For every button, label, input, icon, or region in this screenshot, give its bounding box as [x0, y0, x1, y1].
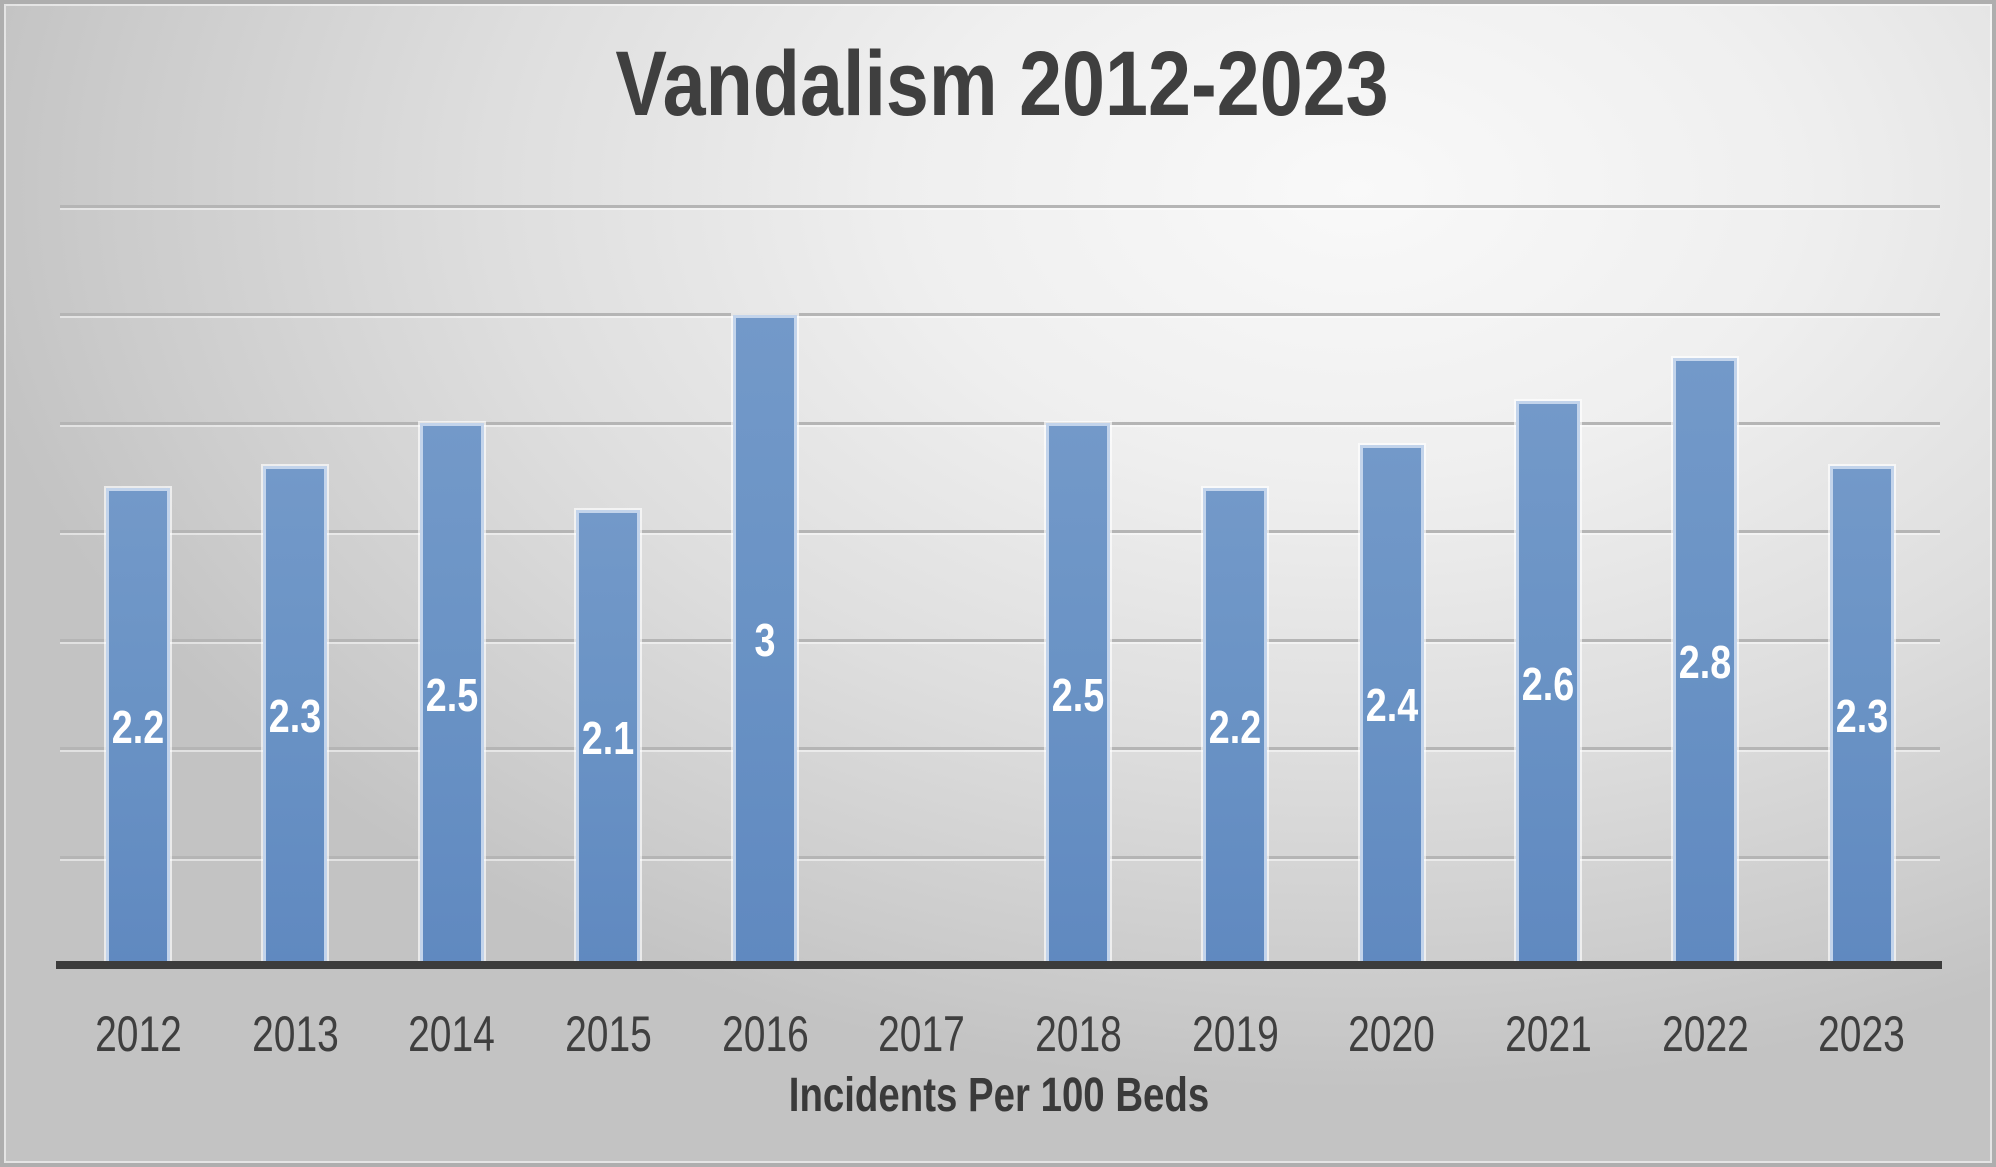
- x-axis-line: [56, 961, 1942, 969]
- x-axis-label-2021: 2021: [1504, 1006, 1592, 1062]
- x-axis-label-2018: 2018: [1034, 1006, 1122, 1062]
- axis-title: Incidents Per 100 Beds: [788, 1069, 1210, 1122]
- bar-value-label-2014: 2.5: [425, 668, 478, 721]
- x-axis-label-2017: 2017: [878, 1006, 966, 1062]
- x-axis-label-2020: 2020: [1348, 1006, 1436, 1062]
- x-axis-label-2015: 2015: [564, 1006, 652, 1062]
- bar-2020: [1359, 444, 1424, 966]
- bar-value-label-2020: 2.4: [1365, 679, 1418, 732]
- bar-2018: [1046, 423, 1111, 966]
- gridline-0.5: [60, 855, 1940, 859]
- x-axis-label-2022: 2022: [1661, 1006, 1749, 1062]
- bar-2013: [263, 466, 327, 966]
- bar-value-label-2018: 2.5: [1052, 668, 1105, 721]
- x-axis-label-2016: 2016: [721, 1006, 809, 1062]
- bar-value-label-2021: 2.6: [1522, 657, 1575, 710]
- gridline-3.5: [60, 204, 1940, 208]
- bar-2021: [1516, 401, 1581, 966]
- x-axis-label-2019: 2019: [1191, 1006, 1279, 1062]
- bar-value-label-2022: 2.8: [1678, 635, 1732, 688]
- bar-value-label-2016: 3: [754, 614, 776, 667]
- bar-2016: [733, 314, 797, 966]
- bar-2014: [419, 423, 484, 966]
- x-axis-label-2013: 2013: [251, 1006, 339, 1062]
- bar-value-label-2023: 2.3: [1835, 690, 1888, 743]
- bar-2019: [1203, 488, 1267, 966]
- gridline-1.5: [60, 638, 1940, 642]
- bar-2015: [576, 509, 641, 966]
- bar-value-label-2012: 2.2: [112, 701, 165, 754]
- chart-title: Vandalism 2012-2023: [615, 33, 1389, 135]
- bar-2022: [1673, 357, 1737, 966]
- x-axis-label-2012: 2012: [94, 1006, 182, 1062]
- bar-value-label-2013: 2.3: [268, 690, 322, 743]
- x-axis-label-2023: 2023: [1818, 1006, 1906, 1062]
- gridline-2: [60, 530, 1940, 533]
- bar-2023: [1829, 466, 1894, 966]
- x-axis-label-2014: 2014: [408, 1006, 496, 1062]
- gridline-2.5: [60, 421, 1940, 425]
- bar-value-label-2015: 2.1: [582, 711, 635, 764]
- bar-2012: [106, 488, 171, 966]
- gridline-3: [60, 313, 1940, 316]
- bar-value-label-2019: 2.2: [1208, 701, 1262, 754]
- gridline-1: [60, 747, 1940, 750]
